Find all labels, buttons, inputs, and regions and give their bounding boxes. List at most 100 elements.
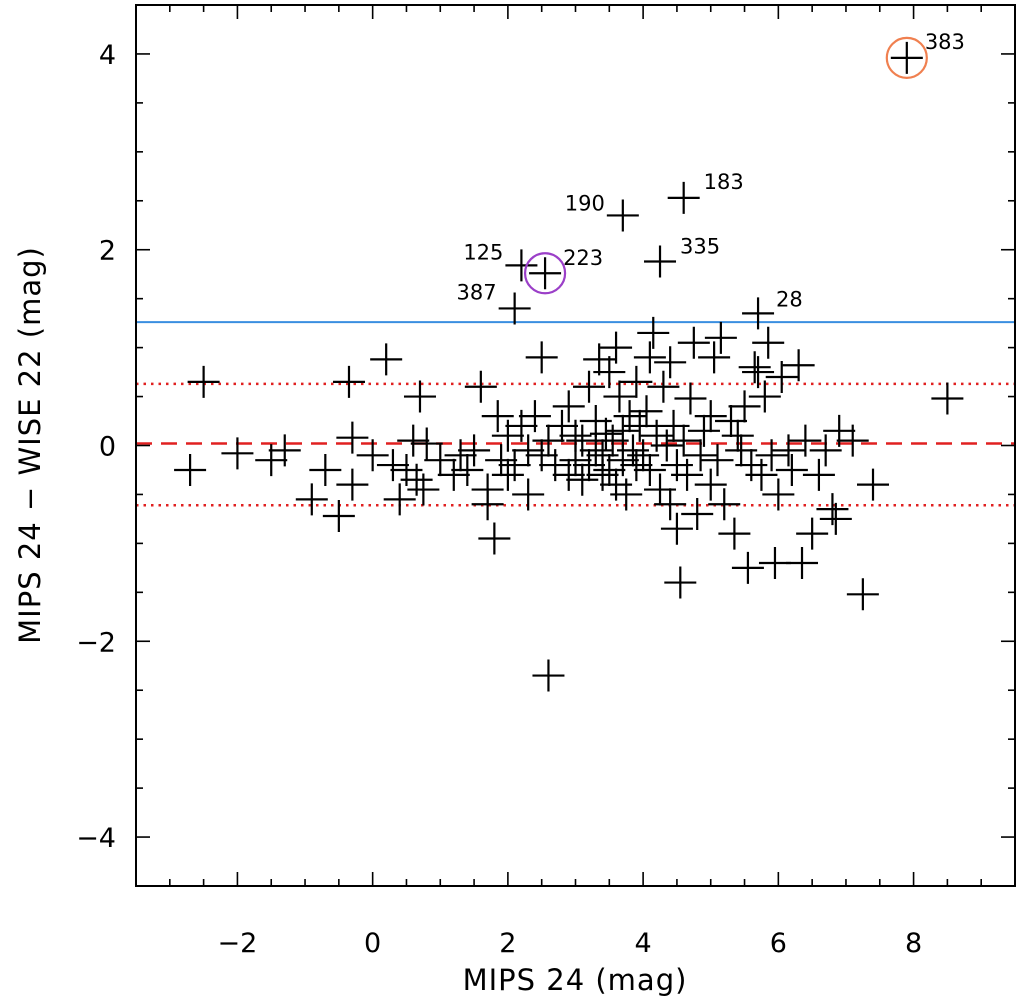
- data-point: [552, 458, 585, 491]
- data-point: [620, 449, 653, 482]
- data-point: [573, 449, 606, 482]
- data-point: [660, 512, 693, 545]
- data-point: [532, 424, 565, 457]
- point-label: 28: [776, 287, 803, 311]
- x-tick-label: 0: [364, 928, 381, 959]
- x-tick-label: 4: [635, 928, 652, 959]
- data-point: [437, 458, 470, 491]
- data-point: [715, 405, 748, 438]
- data-point: [491, 458, 524, 491]
- data-point: [704, 321, 737, 354]
- data-point: [755, 439, 788, 472]
- data-point: [647, 370, 680, 403]
- data-point: [600, 331, 633, 364]
- data-point: [931, 382, 964, 415]
- data-point: [789, 424, 822, 457]
- data-point: [836, 424, 869, 457]
- data-point: [745, 458, 778, 491]
- data-point: [498, 292, 531, 325]
- data-point: [809, 434, 842, 467]
- data-point: [857, 468, 890, 501]
- data-point: [890, 41, 923, 74]
- reference-lines: [136, 321, 1015, 507]
- highlight-circles: [523, 36, 928, 295]
- data-point: [654, 346, 687, 379]
- data-point: [525, 341, 558, 374]
- data-point: [694, 468, 727, 501]
- data-point: [586, 458, 619, 491]
- data-point: [677, 326, 710, 359]
- data-point: [701, 444, 734, 477]
- data-point: [603, 380, 636, 413]
- data-point: [684, 439, 717, 472]
- data-point: [485, 444, 518, 477]
- y-tick-label: 0: [99, 432, 116, 463]
- data-point: [650, 429, 683, 462]
- data-point: [721, 419, 754, 452]
- highlight-circle: [885, 36, 928, 79]
- data-point: [221, 437, 254, 470]
- x-tick-label: 6: [770, 928, 787, 959]
- data-point: [295, 483, 328, 516]
- data-point: [566, 463, 599, 496]
- data-point: [606, 199, 639, 232]
- data-point: [424, 444, 457, 477]
- data-point: [765, 360, 798, 393]
- data-point: [498, 449, 531, 482]
- data-point: [728, 390, 761, 423]
- highlight-circle: [523, 252, 567, 295]
- data-point: [518, 400, 551, 433]
- point-label: 223: [563, 246, 603, 270]
- data-point: [370, 343, 403, 376]
- x-tick-label: 8: [905, 928, 922, 959]
- data-point: [698, 341, 731, 374]
- data-point: [752, 326, 785, 359]
- point-label: 383: [925, 30, 965, 54]
- data-point: [539, 449, 572, 482]
- y-tick-label: −4: [76, 823, 116, 854]
- point-label: 387: [457, 280, 497, 304]
- y-tick-label: 2: [99, 236, 116, 267]
- data-point: [322, 499, 355, 532]
- data-point: [471, 488, 504, 521]
- data-point: [644, 245, 677, 278]
- data-point: [309, 453, 342, 486]
- data-point: [593, 356, 626, 389]
- data-point: [332, 365, 365, 398]
- axis-ticks: [136, 4, 1015, 887]
- point-label: 335: [680, 234, 720, 258]
- data-point: [671, 458, 704, 491]
- data-point: [187, 365, 220, 398]
- data-point: [796, 517, 829, 550]
- data-point: [718, 517, 751, 550]
- data-point: [681, 498, 714, 531]
- data-point: [731, 551, 764, 584]
- data-point: [410, 427, 443, 460]
- data-points: [174, 41, 964, 692]
- data-point: [667, 181, 700, 214]
- y-tick-label: −2: [76, 627, 116, 658]
- data-point: [758, 546, 791, 579]
- data-point: [458, 434, 491, 467]
- data-point: [566, 424, 599, 457]
- point-labels: 383 183 190 125 223 335 387 28: [457, 30, 965, 311]
- data-point: [782, 349, 815, 382]
- data-point: [383, 483, 416, 516]
- data-point: [664, 566, 697, 599]
- data-point: [532, 659, 565, 692]
- data-point: [552, 390, 585, 423]
- data-point: [407, 473, 440, 506]
- data-point: [802, 458, 835, 491]
- y-axis-title: MIPS 24 − WISE 22 (mag): [13, 246, 47, 644]
- data-point: [376, 449, 409, 482]
- data-point: [674, 382, 707, 415]
- data-point: [512, 478, 545, 511]
- data-point: [742, 356, 775, 389]
- data-point: [620, 365, 653, 398]
- point-label: 125: [463, 240, 503, 264]
- data-point: [356, 439, 389, 472]
- data-point: [525, 439, 558, 472]
- x-axis-title: MIPS 24 (mag): [463, 963, 688, 997]
- data-point: [579, 434, 612, 467]
